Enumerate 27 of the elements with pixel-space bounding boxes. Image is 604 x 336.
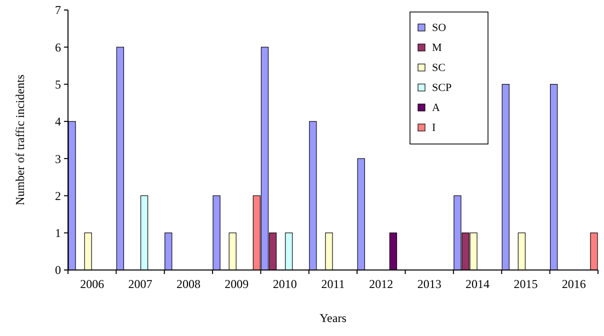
x-tick-label: 2007 — [128, 277, 152, 291]
x-tick-label: 2008 — [176, 277, 200, 291]
legend-label: SCP — [432, 82, 452, 94]
y-tick-label: 1 — [55, 226, 61, 240]
legend-label: SC — [432, 62, 446, 74]
x-tick-label: 2012 — [369, 277, 394, 291]
x-tick-label: 2009 — [224, 277, 249, 291]
y-axis-title: Number of traffic incidents — [13, 74, 27, 206]
x-tick-label: 2014 — [466, 277, 490, 291]
y-tick-label: 7 — [55, 3, 61, 18]
legend-label: M — [432, 42, 442, 54]
y-tick-label: 3 — [55, 152, 61, 166]
legend-label: A — [432, 102, 440, 114]
y-tick-label: 6 — [55, 40, 61, 54]
x-tick-label: 2011 — [321, 277, 345, 291]
x-axis-title: Years — [320, 311, 347, 325]
x-tick-label: 2013 — [417, 277, 442, 291]
y-tick-label: 2 — [55, 188, 61, 203]
x-tick-label: 2010 — [272, 277, 297, 291]
legend-label: SO — [432, 22, 446, 34]
x-tick-label: 2015 — [514, 277, 538, 291]
y-tick-label: 5 — [55, 77, 61, 92]
y-tick-label: 0 — [55, 263, 61, 278]
x-tick-label: 2006 — [80, 277, 104, 291]
x-tick-label: 2016 — [562, 277, 586, 291]
y-tick-label: 4 — [55, 114, 61, 129]
legend-label: I — [432, 122, 436, 134]
